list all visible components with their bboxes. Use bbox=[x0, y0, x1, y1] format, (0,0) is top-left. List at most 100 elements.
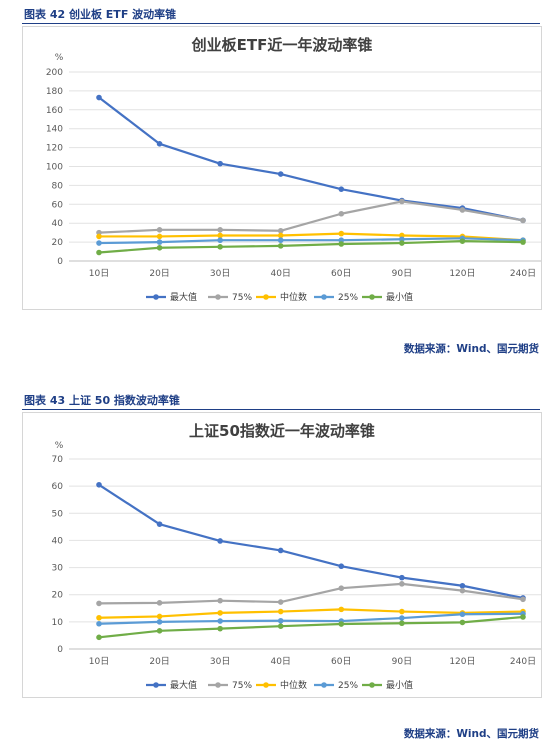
legend-marker bbox=[369, 294, 375, 300]
data-point bbox=[399, 615, 405, 621]
data-point bbox=[277, 171, 284, 177]
data-point bbox=[217, 597, 223, 604]
legend-marker bbox=[263, 294, 269, 300]
data-point bbox=[217, 610, 223, 616]
x-tick-label: 90日 bbox=[392, 268, 412, 279]
y-tick-label: 60 bbox=[52, 482, 64, 492]
figure-caption: 图表 42 创业板 ETF 波动率锥 bbox=[24, 8, 177, 21]
series-line bbox=[98, 200, 524, 234]
y-tick-label: 20 bbox=[52, 238, 64, 248]
x-tick-label: 240日 bbox=[510, 656, 536, 667]
y-tick-label: 0 bbox=[57, 645, 63, 655]
caption-rule bbox=[22, 409, 540, 410]
source-note: 数据来源：Wind、国元期货 bbox=[403, 343, 539, 355]
y-tick-label: 40 bbox=[52, 536, 64, 546]
legend-marker bbox=[321, 682, 327, 688]
y-tick-label: 0 bbox=[57, 257, 63, 267]
data-point bbox=[520, 239, 526, 245]
x-tick-label: 60日 bbox=[331, 268, 351, 279]
data-point bbox=[217, 625, 223, 632]
data-point bbox=[156, 628, 163, 634]
x-tick-label: 10日 bbox=[89, 268, 109, 279]
y-axis-unit: % bbox=[55, 441, 64, 451]
volatility-cone-chart: 创业板ETF近一年波动率锥% 0 20 40 60 80 100 120 140 160 180 20… bbox=[22, 26, 542, 310]
chart-title: 创业板ETF近一年波动率锥 bbox=[191, 36, 373, 54]
x-tick-label: 90日 bbox=[392, 656, 412, 667]
data-point bbox=[217, 244, 223, 250]
series-line bbox=[98, 237, 524, 245]
legend-marker bbox=[263, 682, 269, 688]
legend-label: 最小值 bbox=[386, 291, 413, 303]
y-tick-label: 30 bbox=[52, 564, 64, 574]
series-line bbox=[99, 232, 524, 242]
data-point bbox=[156, 613, 163, 620]
data-point bbox=[338, 621, 345, 627]
legend-marker bbox=[153, 294, 159, 300]
data-point bbox=[520, 217, 526, 224]
data-point bbox=[96, 614, 102, 621]
data-point bbox=[399, 608, 405, 615]
data-point bbox=[459, 207, 466, 213]
legend-label: 最大值 bbox=[170, 291, 197, 303]
data-point bbox=[459, 582, 466, 589]
source-note: 数据来源：Wind、国元期货 bbox=[403, 728, 539, 740]
data-point bbox=[338, 230, 345, 237]
data-point bbox=[338, 210, 345, 217]
data-point bbox=[277, 623, 284, 629]
x-tick-label: 40日 bbox=[270, 656, 290, 667]
y-tick-label: 60 bbox=[52, 200, 64, 210]
data-point bbox=[156, 244, 163, 251]
y-tick-label: 140 bbox=[46, 125, 63, 135]
y-tick-label: 180 bbox=[46, 87, 63, 97]
data-point bbox=[156, 521, 163, 527]
caption-rule bbox=[22, 23, 540, 24]
x-tick-label: 20日 bbox=[149, 656, 169, 667]
chart-svg: 上证50指数近一年波动率锥% 0 10 20 30 40 50 60 70 10日 20日 30日 40… bbox=[52, 422, 541, 691]
legend-label: 75% bbox=[232, 293, 252, 303]
y-tick-label: 10 bbox=[52, 618, 64, 628]
data-point bbox=[96, 620, 102, 627]
series-line bbox=[98, 612, 524, 625]
y-tick-label: 160 bbox=[46, 106, 63, 116]
data-point bbox=[217, 538, 223, 544]
data-point bbox=[459, 619, 466, 626]
data-point bbox=[156, 227, 163, 233]
x-tick-label: 40日 bbox=[270, 268, 290, 279]
data-point bbox=[217, 232, 223, 239]
legend-label: 25% bbox=[338, 293, 358, 303]
legend-marker bbox=[215, 682, 221, 688]
data-point bbox=[156, 239, 163, 245]
data-point bbox=[399, 581, 405, 587]
chart-svg: 创业板ETF近一年波动率锥% 0 20 40 60 80 100 120 140 160 180 20… bbox=[46, 36, 541, 303]
data-point bbox=[277, 243, 284, 249]
data-point bbox=[156, 600, 163, 606]
data-point bbox=[459, 587, 466, 594]
y-tick-label: 70 bbox=[52, 455, 64, 465]
data-point bbox=[338, 186, 345, 192]
legend-label: 最小值 bbox=[386, 679, 413, 691]
x-tick-label: 10日 bbox=[89, 656, 109, 667]
legend-marker bbox=[215, 294, 221, 300]
data-point bbox=[338, 241, 345, 247]
y-tick-label: 20 bbox=[52, 591, 64, 601]
x-tick-label: 240日 bbox=[510, 268, 536, 279]
series-line bbox=[98, 240, 524, 254]
data-point bbox=[156, 619, 163, 625]
volatility-cone-chart: 上证50指数近一年波动率锥% 0 10 20 30 40 50 60 70 10日 20日 30日 40… bbox=[22, 412, 542, 698]
data-point bbox=[459, 611, 466, 618]
data-point bbox=[96, 240, 102, 246]
legend-marker bbox=[369, 682, 375, 688]
data-point bbox=[399, 240, 405, 246]
series-line bbox=[98, 582, 524, 605]
series-line bbox=[98, 483, 524, 600]
legend-label: 最大值 bbox=[170, 679, 197, 691]
y-tick-label: 100 bbox=[46, 163, 63, 173]
data-point bbox=[217, 237, 223, 244]
data-point bbox=[217, 160, 223, 167]
x-tick-label: 60日 bbox=[331, 656, 351, 667]
y-tick-label: 50 bbox=[52, 509, 64, 519]
y-tick-label: 120 bbox=[46, 144, 63, 154]
x-tick-label: 120日 bbox=[449, 268, 475, 279]
data-point bbox=[338, 606, 345, 613]
x-tick-label: 20日 bbox=[149, 268, 169, 279]
